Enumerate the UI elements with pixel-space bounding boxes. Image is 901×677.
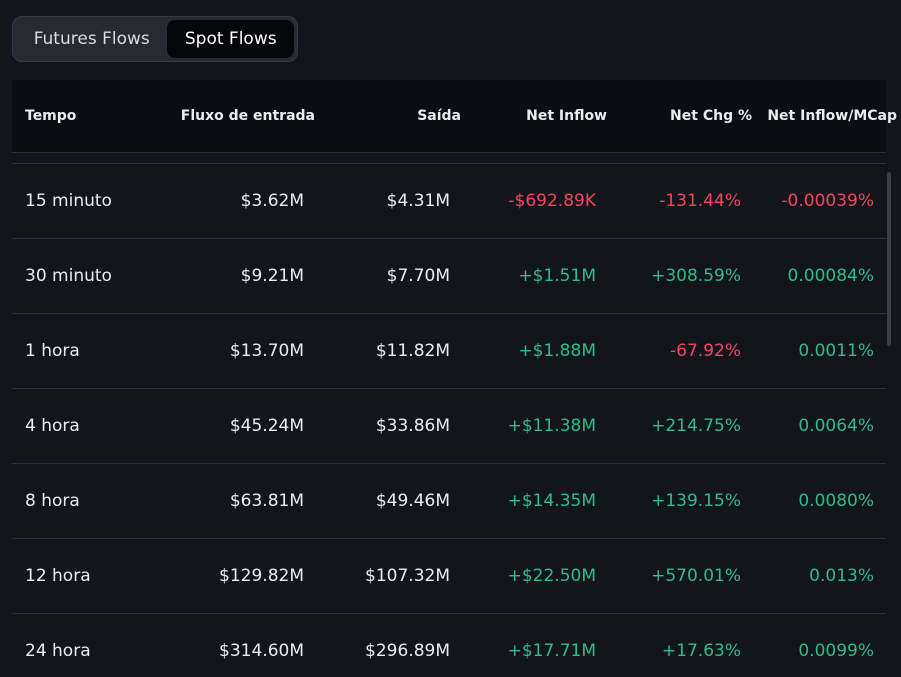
cell-net-inflow: +$11.38M	[507, 416, 596, 436]
table-row[interactable]: 8 hora $63.81M $49.46M +$14.35M +139.15% 0.00…	[12, 464, 886, 539]
column-header-net-chg[interactable]: Net Chg %	[670, 108, 752, 124]
cell-net-inflow: +$22.50M	[507, 566, 596, 586]
cell-tempo: 15 minuto	[25, 191, 112, 211]
cell-net-chg: +214.75%	[651, 416, 741, 436]
table-row[interactable]: 24 hora $314.60M $296.89M +$17.71M +17.63% 0.…	[12, 614, 886, 677]
table-row[interactable]: 30 minuto $9.21M $7.70M +$1.51M +308.59% 0.00…	[12, 239, 886, 314]
cell-net-inflow: +$1.88M	[518, 341, 596, 361]
cell-net-chg: +308.59%	[651, 266, 741, 286]
scrollbar-thumb[interactable]	[887, 172, 891, 346]
column-header-inflow[interactable]: Fluxo de entrada	[180, 108, 315, 124]
cell-net-chg: +570.01%	[651, 566, 741, 586]
cell-inflow: $45.24M	[229, 416, 304, 436]
cell-outflow: $49.46M	[375, 491, 450, 511]
table-row[interactable]: 15 minuto $3.62M $4.31M -$692.89K -131.44% -0…	[12, 164, 886, 239]
column-header-net-inflow-mcap[interactable]: Net Inflow/MCap	[767, 108, 897, 124]
cell-net-inflow-mcap: 0.013%	[809, 566, 874, 586]
cell-outflow: $4.31M	[386, 191, 450, 211]
table-row[interactable]: 1 hora $13.70M $11.82M +$1.88M -67.92% 0.0011…	[12, 314, 886, 389]
cell-net-inflow: +$17.71M	[507, 641, 596, 661]
cell-tempo: 12 hora	[25, 566, 91, 586]
cell-inflow: $9.21M	[240, 266, 304, 286]
cell-tempo: 30 minuto	[25, 266, 112, 286]
cell-net-chg: -67.92%	[670, 341, 741, 361]
cell-outflow: $33.86M	[375, 416, 450, 436]
cell-tempo: 4 hora	[25, 416, 80, 436]
cell-tempo: 24 hora	[25, 641, 91, 661]
cell-net-inflow: +$14.35M	[507, 491, 596, 511]
cell-outflow: $107.32M	[365, 566, 450, 586]
cell-net-inflow-mcap: -0.00039%	[781, 191, 874, 211]
table-header: Tempo Fluxo de entrada Saída Net Inflow …	[12, 80, 897, 153]
flows-table: Tempo Fluxo de entrada Saída Net Inflow …	[12, 80, 901, 677]
column-header-net-inflow[interactable]: Net Inflow	[526, 108, 607, 124]
cell-net-chg: -131.44%	[659, 191, 741, 211]
cell-net-inflow-mcap: 0.0011%	[798, 341, 874, 361]
table-row[interactable]: 12 hora $129.82M $107.32M +$22.50M +570.01% 0…	[12, 539, 886, 614]
cell-tempo: 8 hora	[25, 491, 80, 511]
table-body: 15 minuto $3.62M $4.31M -$692.89K -131.44% -0…	[12, 164, 886, 677]
cell-net-inflow-mcap: 0.0099%	[798, 641, 874, 661]
header-divider	[12, 163, 886, 164]
tab-spot-flows[interactable]: Spot Flows	[167, 20, 294, 58]
cell-net-chg: +17.63%	[661, 641, 741, 661]
cell-inflow: $13.70M	[229, 341, 304, 361]
cell-net-inflow-mcap: 0.0064%	[798, 416, 874, 436]
cell-net-inflow: +$1.51M	[518, 266, 596, 286]
tab-futures-flows[interactable]: Futures Flows	[33, 29, 150, 49]
cell-inflow: $63.81M	[229, 491, 304, 511]
cell-net-inflow-mcap: 0.0080%	[798, 491, 874, 511]
column-header-tempo[interactable]: Tempo	[25, 108, 77, 124]
column-header-outflow[interactable]: Saída	[417, 108, 461, 124]
cell-outflow: $7.70M	[386, 266, 450, 286]
flow-type-tabs: Futures Flows Spot Flows	[12, 16, 298, 62]
cell-net-inflow-mcap: 0.00084%	[787, 266, 874, 286]
cell-inflow: $3.62M	[240, 191, 304, 211]
cell-inflow: $314.60M	[219, 641, 304, 661]
table-row[interactable]: 4 hora $45.24M $33.86M +$11.38M +214.75% 0.00…	[12, 389, 886, 464]
cell-outflow: $11.82M	[375, 341, 450, 361]
cell-net-inflow: -$692.89K	[508, 191, 596, 211]
cell-inflow: $129.82M	[219, 566, 304, 586]
cell-tempo: 1 hora	[25, 341, 80, 361]
cell-outflow: $296.89M	[365, 641, 450, 661]
cell-net-chg: +139.15%	[651, 491, 741, 511]
